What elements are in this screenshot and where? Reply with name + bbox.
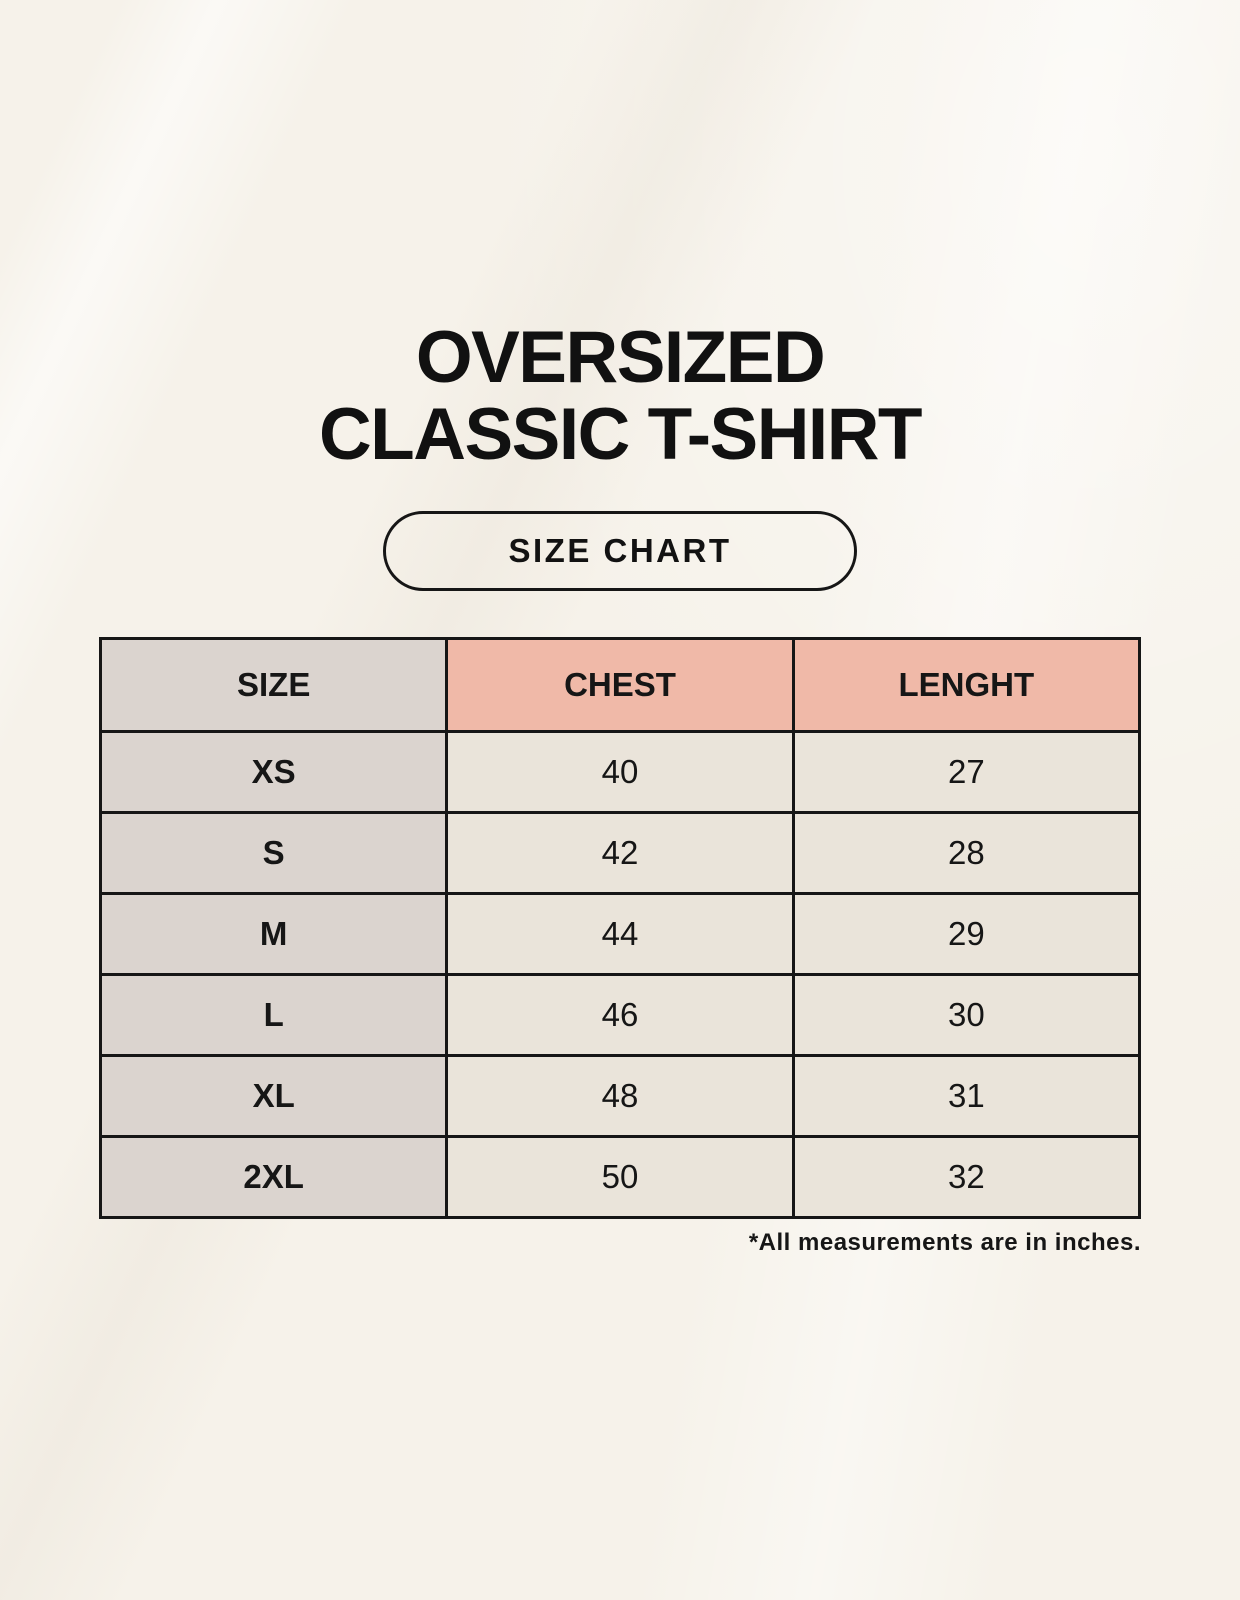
chest-cell: 48	[445, 1054, 795, 1139]
size-cell: L	[98, 973, 449, 1058]
length-cell: 27	[791, 730, 1142, 815]
table-row-s: S 42 28	[98, 811, 1142, 896]
size-cell: XL	[98, 1054, 449, 1139]
chest-column-header: CHEST	[445, 637, 795, 734]
size-cell: XS	[98, 730, 449, 815]
size-column-header: SIZE	[98, 637, 449, 734]
length-cell: 30	[791, 973, 1142, 1058]
length-cell: 32	[791, 1135, 1142, 1220]
size-chart-button[interactable]: SIZE CHART	[383, 511, 857, 592]
length-cell: 31	[791, 1054, 1142, 1139]
length-cell: 29	[791, 892, 1142, 977]
chest-cell: 40	[445, 730, 795, 815]
measurements-note: *All measurements are in inches.	[748, 1229, 1141, 1257]
page-title: OVERSIZED CLASSIC T-SHIRT	[0, 317, 1240, 475]
length-cell: 28	[791, 811, 1142, 896]
chest-cell: 50	[445, 1135, 795, 1220]
page-title-line-1: OVERSIZED	[415, 317, 826, 398]
chest-cell: 46	[445, 973, 795, 1058]
table-row-m: M 44 29	[98, 892, 1142, 977]
table-row-2xl: 2XL 50 32	[98, 1135, 1142, 1220]
footnote-row: *All measurements are in inches.	[99, 1229, 1141, 1257]
table-row-xs: XS 40 27	[98, 730, 1142, 815]
chest-cell: 42	[445, 811, 795, 896]
chest-cell: 44	[445, 892, 795, 977]
size-chart-button-label: SIZE CHART	[508, 532, 732, 570]
length-column-header: LENGHT	[791, 637, 1142, 734]
table-row-l: L 46 30	[98, 973, 1142, 1058]
table-row-xl: XL 48 31	[98, 1054, 1142, 1139]
size-cell: M	[98, 892, 449, 977]
size-cell: 2XL	[98, 1135, 449, 1220]
size-chart-table: SIZE CHEST LENGHT XS 40 27 S 42 28 M 44 …	[98, 637, 1142, 1220]
size-cell: S	[98, 811, 449, 896]
page-title-line-2: CLASSIC T-SHIRT	[318, 393, 923, 475]
table-header-row: SIZE CHEST LENGHT	[98, 637, 1142, 734]
